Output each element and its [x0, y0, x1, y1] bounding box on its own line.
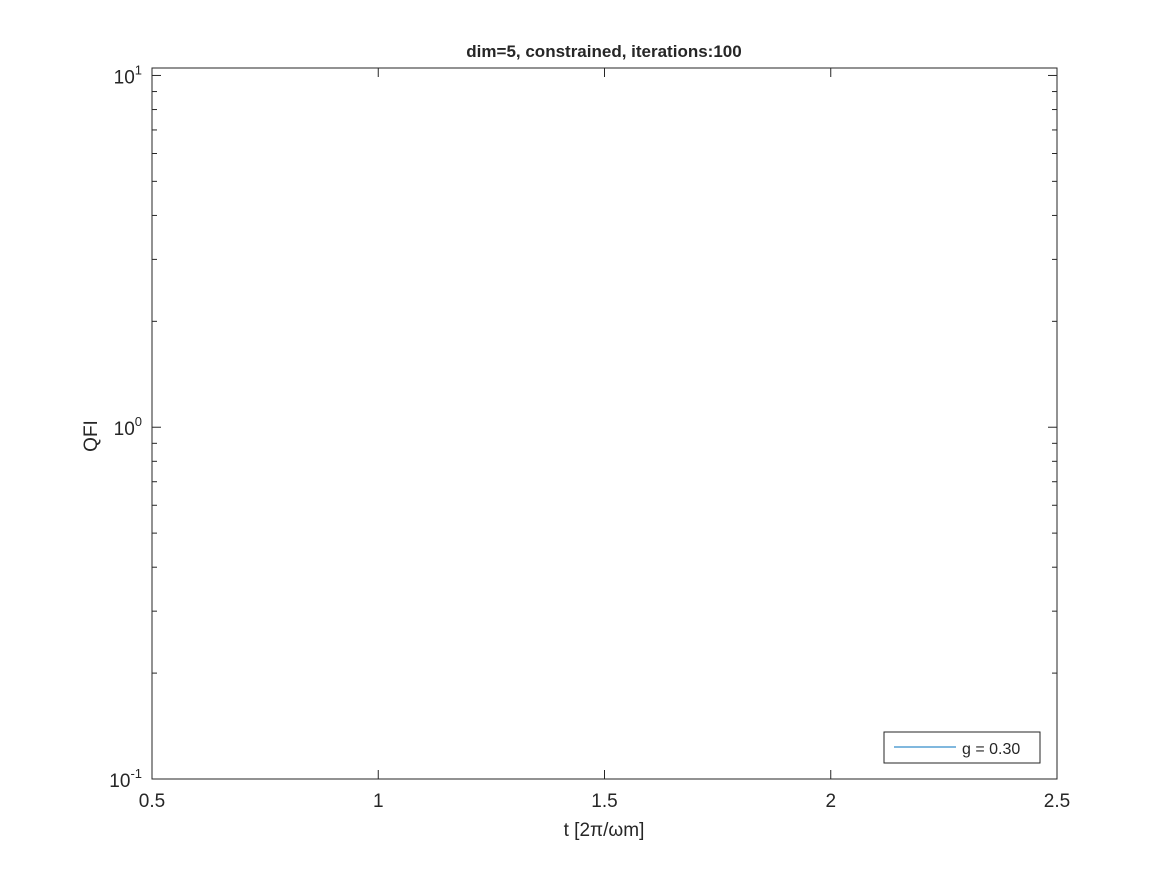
x-tick-label: 2.5 [1044, 791, 1070, 812]
plot-frame [151, 67, 1058, 780]
x-tick-labels: 0.5 1 1.5 2 2.5 [139, 791, 1070, 812]
plot-background [152, 68, 1057, 779]
legend-label-g-0-30: g = 0.30 [962, 741, 1020, 758]
y-axis-label: QFI [81, 420, 102, 452]
y-tick-labels: 10-1 100 101 [109, 62, 142, 792]
x-tick-label: 2 [825, 791, 836, 812]
y-tick-label: 100 [114, 414, 142, 440]
y-tick-label: 101 [114, 62, 142, 88]
x-tick-label: 1.5 [591, 791, 617, 812]
chart-title: dim=5, constrained, iterations:100 [466, 42, 741, 61]
x-tick-label: 0.5 [139, 791, 165, 812]
plot-area [151, 67, 1058, 780]
y-tick-label: 10-1 [109, 766, 142, 792]
x-axis-label: t [2π/ωm] [564, 820, 645, 841]
legend: g = 0.30 [883, 731, 1041, 764]
x-tick-label: 1 [373, 791, 384, 812]
